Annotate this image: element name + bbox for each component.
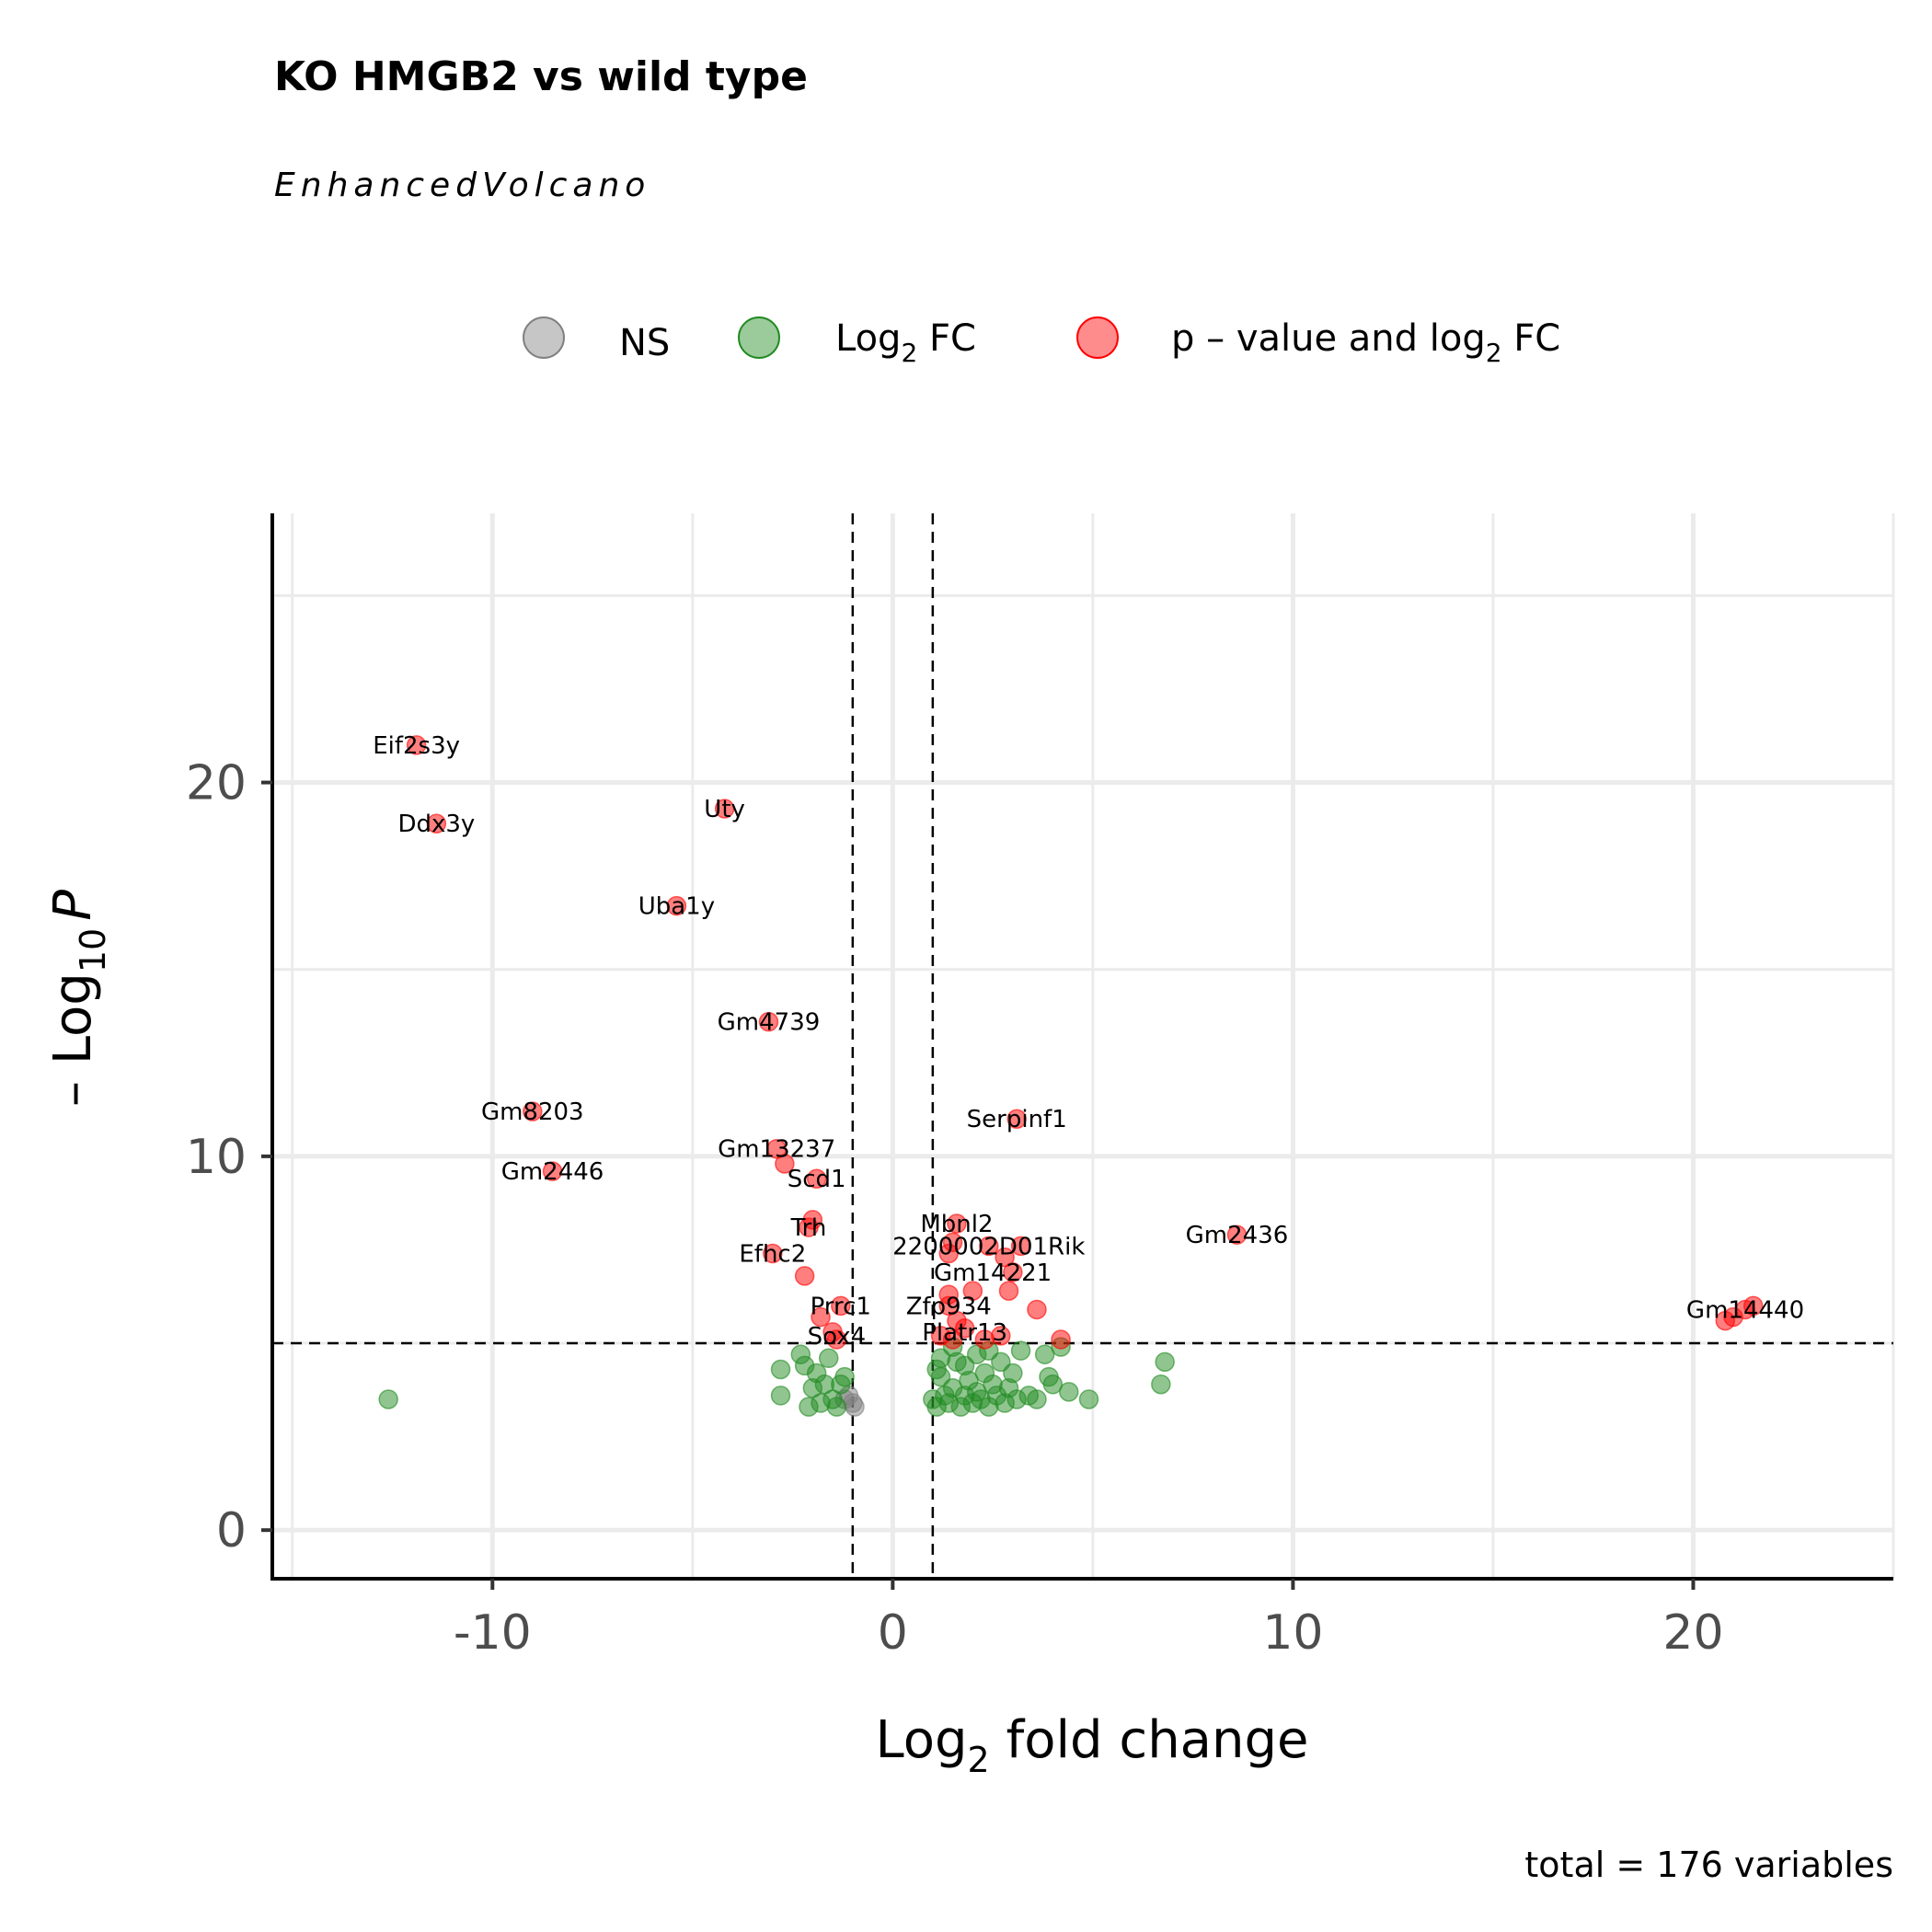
data-point <box>1742 1295 1764 1317</box>
data-point <box>1010 1236 1031 1257</box>
gene-label: Eif2s3y <box>373 732 460 760</box>
data-point <box>954 1355 975 1376</box>
gene-label: Gm4739 <box>718 1009 821 1037</box>
data-point <box>763 1243 783 1264</box>
data-point <box>811 1306 831 1328</box>
data-point <box>523 1101 543 1121</box>
chart-subtitle: EnhancedVolcano <box>274 167 650 204</box>
data-point <box>954 1318 975 1339</box>
data-point <box>962 1281 983 1301</box>
legend-ns-marker <box>523 316 565 359</box>
data-point <box>1010 1340 1031 1361</box>
data-point <box>802 1210 823 1230</box>
data-point <box>714 799 735 819</box>
data-points <box>378 735 1764 1417</box>
gene-label: Gm14221 <box>934 1259 1052 1287</box>
data-point <box>1027 1299 1047 1320</box>
gene-label: Efhc2 <box>739 1241 806 1269</box>
data-point <box>818 1348 839 1369</box>
gene-label: Uba1y <box>638 893 715 921</box>
gene-label: Ddx3y <box>397 811 475 838</box>
gene-label: 2200002D01Rik <box>892 1233 1085 1260</box>
legend-log2fc-marker <box>738 316 780 359</box>
chart-title: KO HMGB2 vs wild type <box>274 53 808 100</box>
gene-label: Gm2446 <box>501 1158 604 1186</box>
y-tick-label: 10 <box>186 1130 247 1185</box>
data-point <box>378 1389 398 1409</box>
legend-pvalue-log2fc-label: p – value and log2 FC <box>1171 317 1560 368</box>
data-point <box>1006 1109 1027 1129</box>
axes: -10 0 10 20 0 10 20 <box>186 513 1893 1661</box>
gene-label: Gm8203 <box>481 1098 584 1126</box>
gene-labels: Eif2s3y Ddx3y Uty Uba1y Gm4739 Gm8203 Gm2446 Gm… <box>373 732 1804 1351</box>
data-point <box>947 1213 967 1234</box>
data-point <box>942 1329 963 1350</box>
x-tick-label: 10 <box>1262 1605 1323 1661</box>
data-point <box>770 1386 791 1406</box>
data-point <box>1051 1329 1071 1350</box>
gene-label: Serpinf1 <box>967 1106 1067 1133</box>
data-point <box>1003 1363 1023 1384</box>
data-point <box>1151 1374 1171 1395</box>
data-point <box>998 1281 1019 1301</box>
chart-caption: total = 176 variables <box>1524 1845 1893 1885</box>
x-tick-label: 0 <box>878 1605 908 1661</box>
gene-label: Mbnl2 <box>920 1211 993 1238</box>
data-point <box>826 1397 847 1417</box>
data-point <box>1155 1351 1175 1373</box>
data-point <box>542 1161 563 1181</box>
data-point <box>758 1011 779 1032</box>
gene-label: Scd1 <box>788 1166 846 1193</box>
data-point <box>938 1243 960 1264</box>
data-point <box>426 813 447 834</box>
gene-label: Gm13237 <box>718 1136 835 1164</box>
gene-label: Uty <box>704 796 745 823</box>
x-tick-label: -10 <box>454 1605 532 1661</box>
data-point <box>979 1236 999 1257</box>
gene-label: Sox4 <box>808 1323 867 1351</box>
legend-pvalue-log2fc-marker <box>1076 316 1119 359</box>
data-point <box>1027 1389 1047 1409</box>
data-point <box>794 1266 815 1286</box>
data-point <box>1034 1344 1055 1364</box>
data-point <box>991 1326 1011 1346</box>
y-axis-title: – Log10P <box>43 890 113 1107</box>
gene-label: Trh <box>790 1214 827 1242</box>
legend-ns-label: NS <box>619 322 670 364</box>
legend-log2fc-label: Log2 FC <box>835 317 976 368</box>
y-tick-label: 20 <box>186 756 247 811</box>
data-point <box>826 1329 847 1350</box>
data-point <box>806 1168 827 1189</box>
y-tick-label: 0 <box>216 1503 247 1558</box>
data-point <box>406 735 427 755</box>
data-point <box>770 1359 791 1380</box>
data-point <box>666 895 687 916</box>
x-axis-title: Log2 fold change <box>876 1710 1309 1780</box>
data-point <box>926 1359 947 1380</box>
legend: NS Log2 FC p – value and log2 FC <box>523 316 1560 368</box>
data-point <box>834 1366 855 1387</box>
gene-label: Zfp934 <box>906 1293 992 1320</box>
data-point <box>991 1351 1011 1373</box>
data-point <box>1226 1225 1248 1245</box>
gene-label: Gm2436 <box>1186 1222 1289 1249</box>
data-point <box>1003 1262 1023 1282</box>
data-point <box>1042 1374 1064 1395</box>
data-point <box>811 1393 831 1413</box>
data-point <box>1059 1382 1079 1402</box>
x-tick-label: 20 <box>1662 1605 1723 1661</box>
data-point <box>775 1154 795 1174</box>
gene-label: Platr13 <box>922 1319 1007 1347</box>
data-point <box>831 1295 851 1317</box>
gene-label: Prrc1 <box>811 1293 871 1320</box>
gene-label: Gm14440 <box>1686 1296 1804 1324</box>
data-point <box>1078 1389 1099 1409</box>
